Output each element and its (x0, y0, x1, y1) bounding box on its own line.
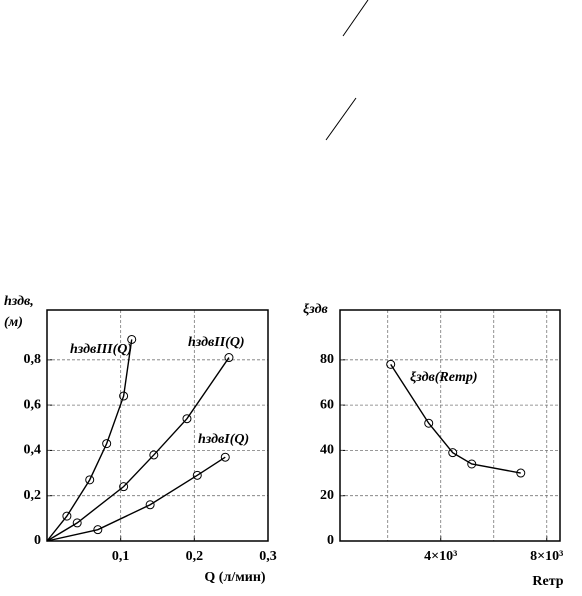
decor-line (325, 97, 357, 141)
y-tick-label: 0,4 (24, 443, 42, 458)
data-point (102, 439, 112, 449)
data-point (220, 452, 230, 462)
data-point (516, 468, 526, 478)
y-axis-label: ξздв (303, 302, 329, 317)
x-tick-label: 4×10³ (424, 549, 457, 564)
data-point (72, 518, 82, 528)
y-tick-label: 0,2 (24, 488, 42, 503)
x-axis-label: Reтр (532, 574, 563, 589)
data-point (127, 334, 137, 344)
series-line (46, 357, 230, 542)
y-tick-label: 0,6 (24, 397, 42, 412)
data-point (386, 359, 396, 369)
series-label: hздвI(Q) (198, 432, 249, 447)
series-label: hздвIII(Q) (70, 342, 132, 357)
y-tick-label: 80 (320, 352, 334, 367)
series-label: hздвII(Q) (188, 335, 245, 350)
data-point (224, 353, 234, 363)
y-axis-label: (м) (4, 315, 23, 330)
data-point (467, 459, 477, 469)
plot-frame (46, 309, 269, 542)
data-point (62, 511, 72, 521)
data-point (182, 414, 192, 424)
y-tick-label: 60 (320, 397, 334, 412)
decor-line (342, 0, 369, 37)
y-axis-label: hздв, (4, 294, 34, 309)
data-point (119, 391, 129, 401)
data-point (119, 482, 129, 492)
data-point (85, 475, 95, 485)
x-tick-label: 0,2 (186, 549, 204, 564)
data-point (145, 500, 155, 510)
series-label: ξздв(Reтр) (410, 370, 478, 385)
y-tick-label: 40 (320, 443, 334, 458)
data-point (93, 525, 103, 535)
data-point (149, 450, 159, 460)
x-axis-label: Q (л/мин) (204, 570, 265, 585)
data-point (192, 470, 202, 480)
y-tick-label: 0,8 (24, 352, 42, 367)
y-tick-label: 20 (320, 488, 334, 503)
x-tick-label: 8×10³ (530, 549, 563, 564)
data-point (424, 418, 434, 428)
x-tick-label: 0,1 (112, 549, 130, 564)
y-tick-label: 0 (34, 533, 41, 548)
x-tick-label: 0,3 (259, 549, 277, 564)
data-point (448, 448, 458, 458)
y-tick-label: 0 (327, 533, 334, 548)
series-line (390, 363, 521, 474)
series-line (46, 339, 133, 542)
plot-frame (339, 309, 561, 542)
series-line (46, 456, 226, 542)
